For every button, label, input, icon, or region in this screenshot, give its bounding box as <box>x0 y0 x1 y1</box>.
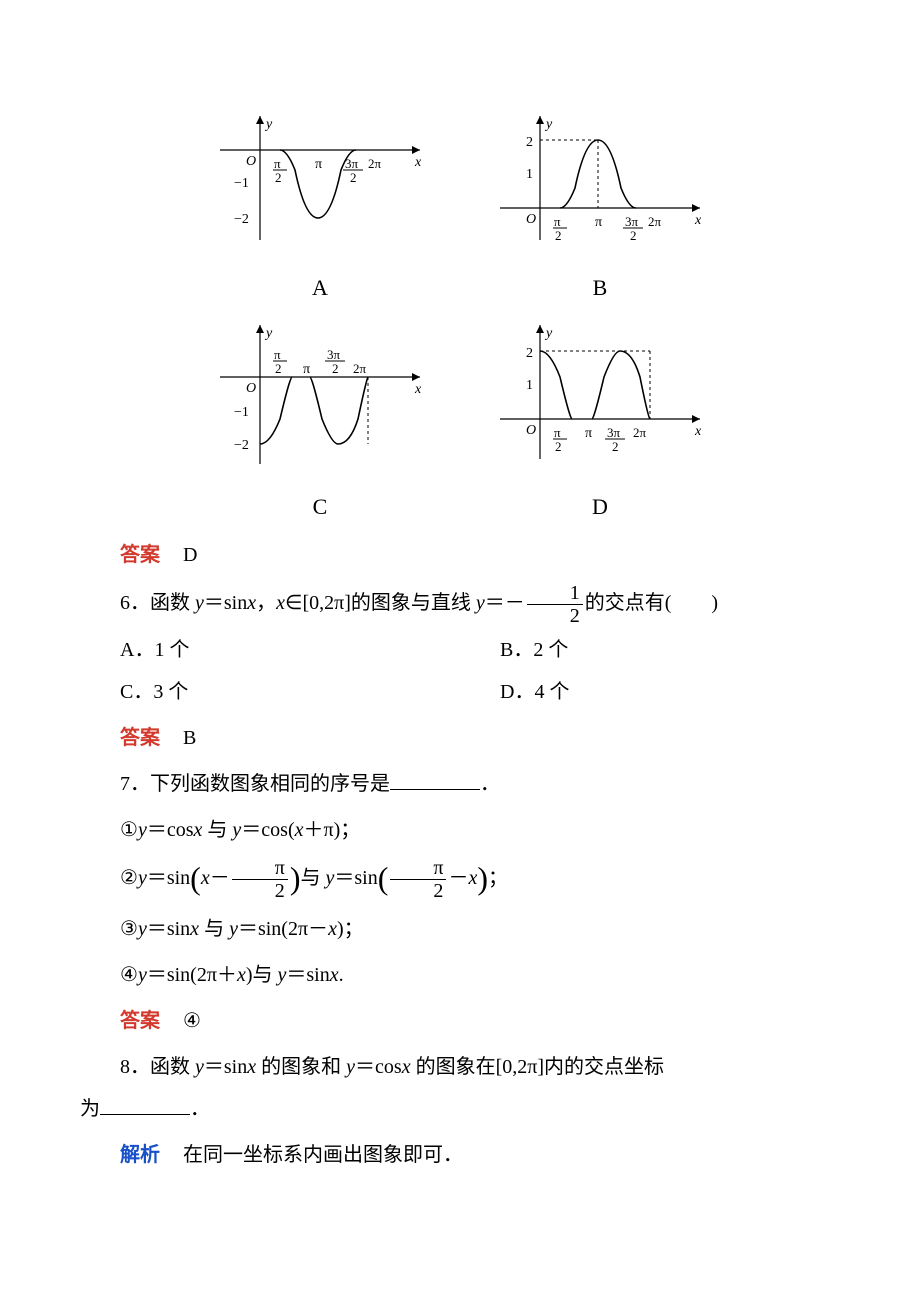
svg-text:O: O <box>526 212 536 227</box>
svg-text:−2: −2 <box>234 212 249 227</box>
svg-text:y: y <box>264 117 273 132</box>
svg-text:x: x <box>694 424 702 439</box>
q7-answer-line: 答案 ④ <box>80 1002 840 1040</box>
svg-text:2: 2 <box>350 170 357 185</box>
svg-text:−1: −1 <box>234 176 249 191</box>
graph-label-D: D <box>490 486 710 528</box>
q6-frac: 12 <box>527 582 583 627</box>
analysis-label: 解析 <box>120 1144 160 1166</box>
q7-answer-value: ④ <box>183 1010 201 1032</box>
answer-label: 答案 <box>120 544 160 566</box>
svg-text:2: 2 <box>555 439 562 454</box>
svg-text:π: π <box>303 362 310 377</box>
graph-C: y x O π 2 π 3π 2 2π −1 −2 <box>210 319 430 469</box>
q6-optA: A．1 个 <box>80 631 460 669</box>
svg-text:π: π <box>315 157 322 172</box>
q7-blank <box>390 771 480 790</box>
q6-answer-line: 答案 B <box>80 719 840 757</box>
q7-item3: ③y＝sinx 与 y＝sin(2π－x)； <box>80 910 840 948</box>
q6-text: 6．函数 y＝sinx，x∈[0,2π]的图象与直线 y＝－12的交点有( ) <box>80 582 840 627</box>
q6-optC: C．3 个 <box>80 673 460 711</box>
q7-body: 下列函数图象相同的序号是 <box>150 773 390 795</box>
svg-text:2: 2 <box>555 228 562 243</box>
graph-B: y x O 2 1 π 2 π 3π 2 2π <box>490 110 710 250</box>
graph-A: y x O π 2 π 3π 2 2π −1 −2 <box>210 110 430 250</box>
q6-options-row1: A．1 个 B．2 个 <box>80 631 840 669</box>
svg-text:π: π <box>274 347 281 362</box>
graph-cell-C: y x O π 2 π 3π 2 2π −1 −2 <box>210 319 430 528</box>
q6-pre: 函数 y＝sinx，x∈[0,2π]的图象与直线 y＝－ <box>150 592 525 614</box>
svg-text:2π: 2π <box>648 214 662 229</box>
q5-answer-line: 答案 D <box>80 536 840 574</box>
q8-text: 8．函数 y＝sinx 的图象和 y＝cosx 的图象在[0,2π]内的交点坐标 <box>80 1048 840 1086</box>
svg-text:O: O <box>246 154 256 169</box>
svg-text:π: π <box>274 156 281 171</box>
q8-blank <box>100 1096 190 1115</box>
svg-text:2: 2 <box>275 170 282 185</box>
svg-text:3π: 3π <box>625 214 639 229</box>
q8-analysis-text: 在同一坐标系内画出图象即可． <box>183 1144 463 1166</box>
graph-label-C: C <box>210 486 430 528</box>
svg-text:y: y <box>264 326 273 341</box>
svg-text:x: x <box>414 155 422 170</box>
svg-text:2: 2 <box>630 228 637 243</box>
q6-number: 6． <box>120 592 150 614</box>
answer-label: 答案 <box>120 727 160 749</box>
svg-text:y: y <box>544 326 553 341</box>
graphs-row-2: y x O π 2 π 3π 2 2π −1 −2 <box>80 319 840 528</box>
q6-answer-value: B <box>183 727 196 749</box>
svg-text:2: 2 <box>612 439 619 454</box>
q6-optD: D．4 个 <box>460 673 840 711</box>
svg-text:1: 1 <box>526 167 533 182</box>
q5-answer-value: D <box>183 544 197 566</box>
answer-label: 答案 <box>120 1010 160 1032</box>
q6-post: 的交点有( ) <box>585 592 718 614</box>
graph-label-B: B <box>490 267 710 309</box>
svg-text:π: π <box>585 426 592 441</box>
graph-label-A: A <box>210 267 430 309</box>
svg-text:3π: 3π <box>327 347 341 362</box>
q8-line2: 为． <box>80 1090 840 1128</box>
svg-text:2: 2 <box>332 361 339 376</box>
q8-number: 8． <box>120 1056 150 1078</box>
svg-text:2π: 2π <box>633 425 647 440</box>
q7-text: 7．下列函数图象相同的序号是． <box>80 765 840 803</box>
q8-analysis: 解析 在同一坐标系内画出图象即可． <box>80 1136 840 1174</box>
graphs-row-1: y x O π 2 π 3π 2 2π −1 −2 A <box>80 110 840 309</box>
svg-text:2π: 2π <box>353 361 367 376</box>
graph-cell-A: y x O π 2 π 3π 2 2π −1 −2 A <box>210 110 430 309</box>
graph-cell-D: y x O 2 1 π 2 π 3π 2 2π <box>490 319 710 528</box>
q6-optB: B．2 个 <box>460 631 840 669</box>
svg-text:2π: 2π <box>368 156 382 171</box>
svg-text:π: π <box>554 425 561 440</box>
q7-number: 7． <box>120 773 150 795</box>
svg-text:x: x <box>694 213 702 228</box>
svg-text:2: 2 <box>526 346 533 361</box>
page: y x O π 2 π 3π 2 2π −1 −2 A <box>0 0 920 1302</box>
svg-text:1: 1 <box>526 378 533 393</box>
svg-text:2: 2 <box>275 361 282 376</box>
svg-text:−2: −2 <box>234 438 249 453</box>
q7-item4: ④y＝sin(2π＋x)与 y＝sinx. <box>80 956 840 994</box>
svg-text:O: O <box>246 381 256 396</box>
svg-text:π: π <box>595 215 602 230</box>
svg-text:π: π <box>554 214 561 229</box>
svg-text:y: y <box>544 117 553 132</box>
svg-text:x: x <box>414 382 422 397</box>
q7-item1: ①y＝cosx 与 y＝cos(x＋π)； <box>80 811 840 849</box>
svg-text:O: O <box>526 423 536 438</box>
svg-text:2: 2 <box>526 135 533 150</box>
svg-text:3π: 3π <box>607 425 621 440</box>
graph-cell-B: y x O 2 1 π 2 π 3π 2 2π B <box>490 110 710 309</box>
svg-text:−1: −1 <box>234 405 249 420</box>
q7-item2: ②y＝sin(x－π2)与 y＝sin(π2－x)； <box>80 857 840 902</box>
graph-D: y x O 2 1 π 2 π 3π 2 2π <box>490 319 710 469</box>
q6-options-row2: C．3 个 D．4 个 <box>80 673 840 711</box>
